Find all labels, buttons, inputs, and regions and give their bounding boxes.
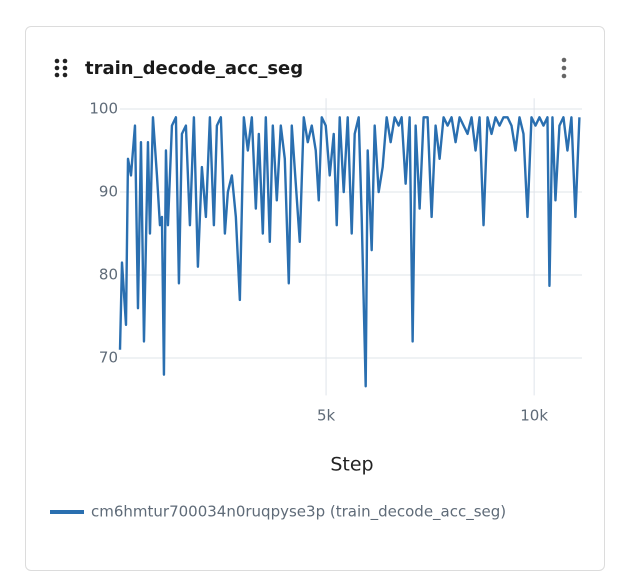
- data-line: [118, 116, 581, 388]
- drag-handle[interactable]: [54, 58, 68, 78]
- x-tick-label: 10k: [520, 407, 548, 425]
- chart-title: train_decode_acc_seg: [85, 58, 303, 79]
- y-tick-label: 90: [99, 183, 118, 201]
- y-tick-label: 80: [99, 266, 118, 284]
- y-tick-label: 100: [89, 99, 118, 117]
- x-axis-title: Step: [330, 454, 373, 476]
- legend-label: cm6hmtur700034n0ruqpyse3p (train_decode_…: [91, 503, 506, 522]
- card: [25, 26, 605, 571]
- x-tick-label: 5k: [317, 407, 336, 425]
- menu-button[interactable]: [561, 57, 567, 79]
- y-tick-label: 70: [99, 349, 118, 367]
